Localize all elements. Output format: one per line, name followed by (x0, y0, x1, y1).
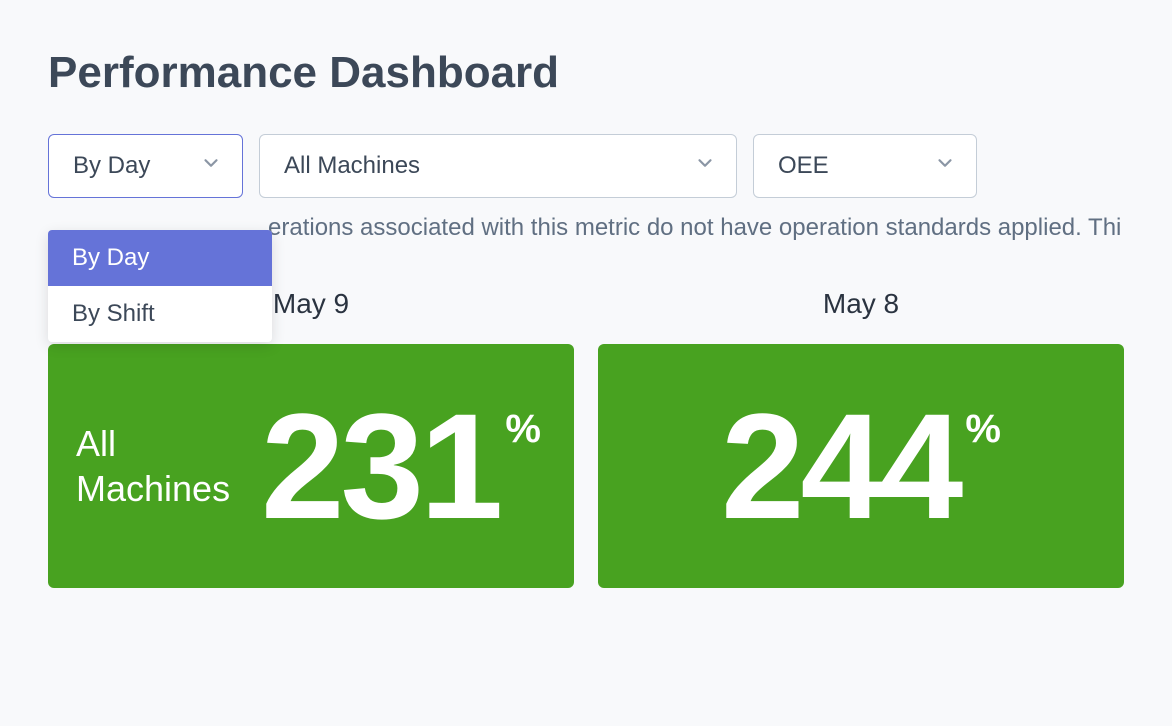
filter-row: By Day All Machines OEE By Day By Shift (48, 134, 1124, 198)
metric-card-label: All Machines (76, 421, 256, 511)
date-header: May 8 (598, 288, 1124, 320)
metric-card-value-wrap: 231 % (261, 391, 541, 541)
metric-card: All Machines 231 % (48, 344, 574, 588)
metric-select[interactable]: OEE (753, 134, 977, 198)
machines-select-value: All Machines (284, 152, 420, 180)
metric-card-unit: % (505, 407, 541, 452)
page-title: Performance Dashboard (48, 48, 1124, 98)
metric-cards-row: All Machines 231 % 244 % (48, 344, 1124, 588)
dashboard-page: Performance Dashboard By Day All Machine… (0, 0, 1172, 588)
dropdown-item-label: By Day (72, 244, 149, 272)
metric-card-value-wrap: 244 % (721, 391, 1001, 541)
period-select-value: By Day (73, 152, 150, 180)
chevron-down-icon (916, 152, 956, 181)
metric-card: 244 % (598, 344, 1124, 588)
metric-card-value: 244 (721, 391, 959, 541)
chevron-down-icon (676, 152, 716, 181)
metric-card-unit: % (965, 407, 1001, 452)
dropdown-item-label: By Shift (72, 300, 155, 328)
machines-select[interactable]: All Machines (259, 134, 737, 198)
metric-card-value: 231 (261, 391, 499, 541)
dropdown-item-by-day[interactable]: By Day (48, 230, 272, 286)
metric-select-value: OEE (778, 152, 829, 180)
chevron-down-icon (182, 152, 222, 181)
period-select[interactable]: By Day (48, 134, 243, 198)
period-dropdown: By Day By Shift (48, 230, 272, 342)
dropdown-item-by-shift[interactable]: By Shift (48, 286, 272, 342)
